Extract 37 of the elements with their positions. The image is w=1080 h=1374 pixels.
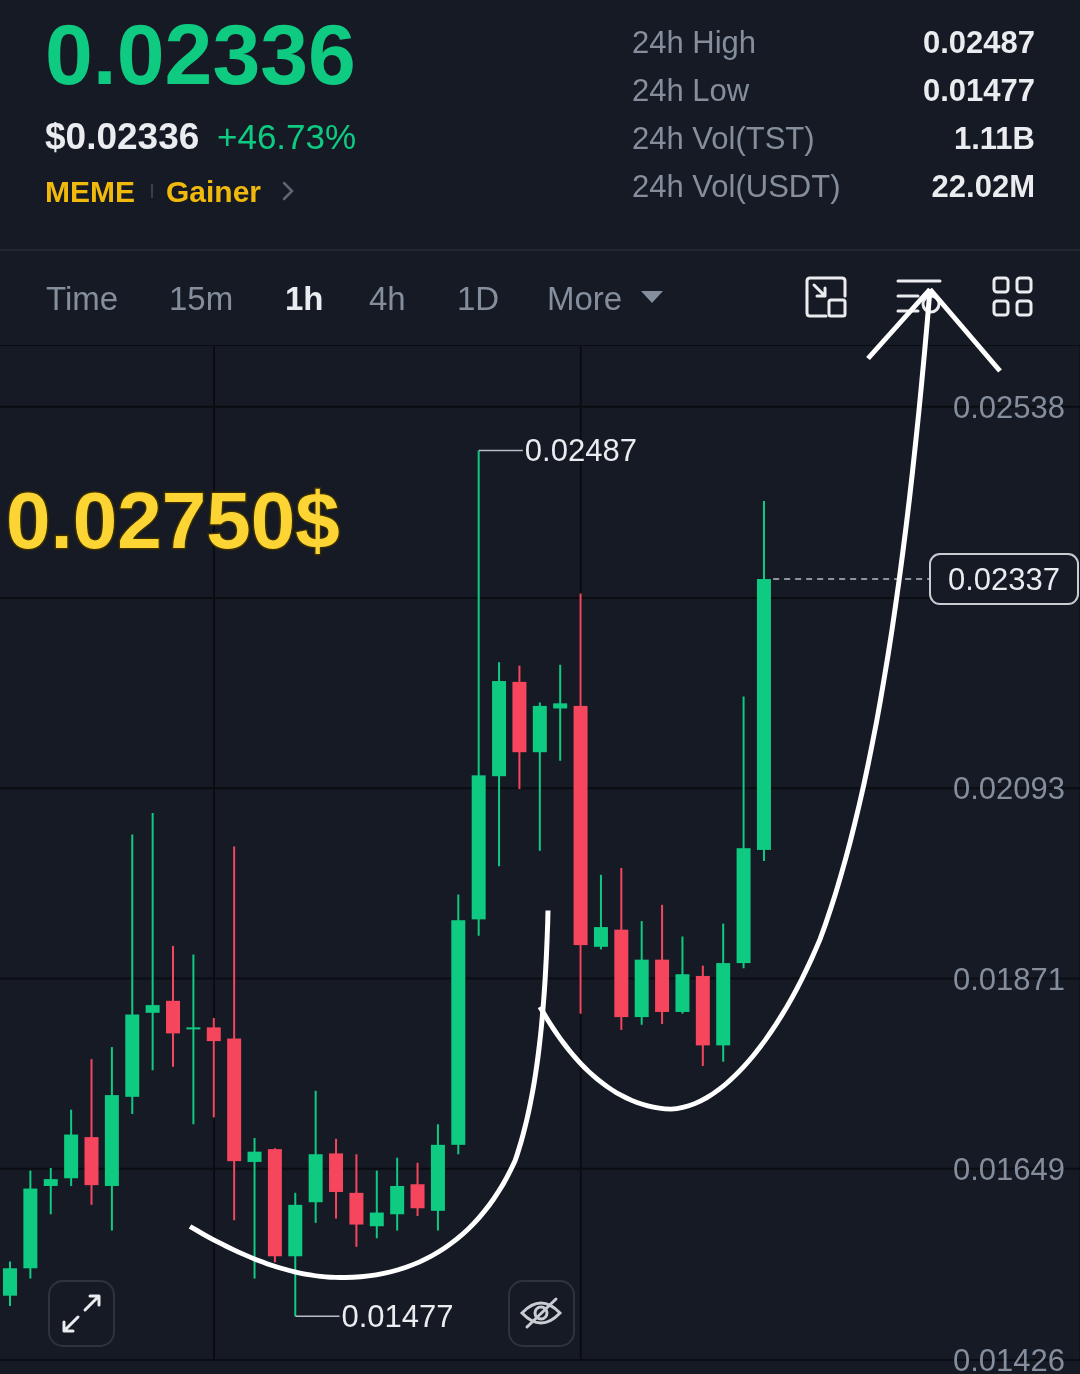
annotation: 0.02487	[524, 432, 637, 468]
y-tick-label: 0.02538	[952, 389, 1065, 425]
candlestick	[553, 663, 568, 762]
y-tick-label: 0.01649	[952, 1151, 1065, 1187]
text: 1.11B	[953, 120, 1035, 156]
text: 0.02487	[922, 24, 1035, 60]
candlestick	[369, 1169, 384, 1240]
text: 4h	[369, 279, 406, 317]
text: More	[547, 279, 623, 317]
text: MEME	[45, 174, 135, 208]
text: 24h Low	[632, 72, 750, 108]
y-tick-label: 0.01871	[952, 961, 1065, 997]
candlestick	[247, 1136, 262, 1280]
annotation: 0.02750$	[6, 475, 340, 565]
text: 1h	[285, 279, 324, 317]
candlestick	[206, 1016, 221, 1119]
text: 15m	[169, 279, 234, 317]
text: Gainer	[166, 174, 262, 208]
text: 24h Vol(TST)	[632, 120, 815, 156]
text: 24h Vol(USDT)	[632, 168, 841, 204]
y-tick-label: 0.02093	[952, 770, 1065, 806]
candlestick	[410, 1161, 425, 1217]
candlestick	[145, 812, 160, 1072]
candlestick	[43, 1166, 58, 1216]
candlestick	[593, 873, 608, 951]
text: +46.73%	[217, 116, 357, 156]
ref-line-label: 0.02337	[947, 561, 1061, 597]
text: Time	[46, 279, 119, 317]
candlestick	[186, 953, 201, 1126]
text: 24h High	[632, 24, 757, 60]
text: $0.02336	[45, 115, 200, 157]
text: 1D	[457, 279, 500, 317]
annotation: 0.01477	[341, 1298, 454, 1334]
text: 22.02M	[931, 168, 1035, 204]
text: 0.01477	[922, 72, 1035, 108]
y-tick-label: 0.01426	[952, 1342, 1065, 1374]
chart-title: 0.02336	[45, 6, 356, 102]
